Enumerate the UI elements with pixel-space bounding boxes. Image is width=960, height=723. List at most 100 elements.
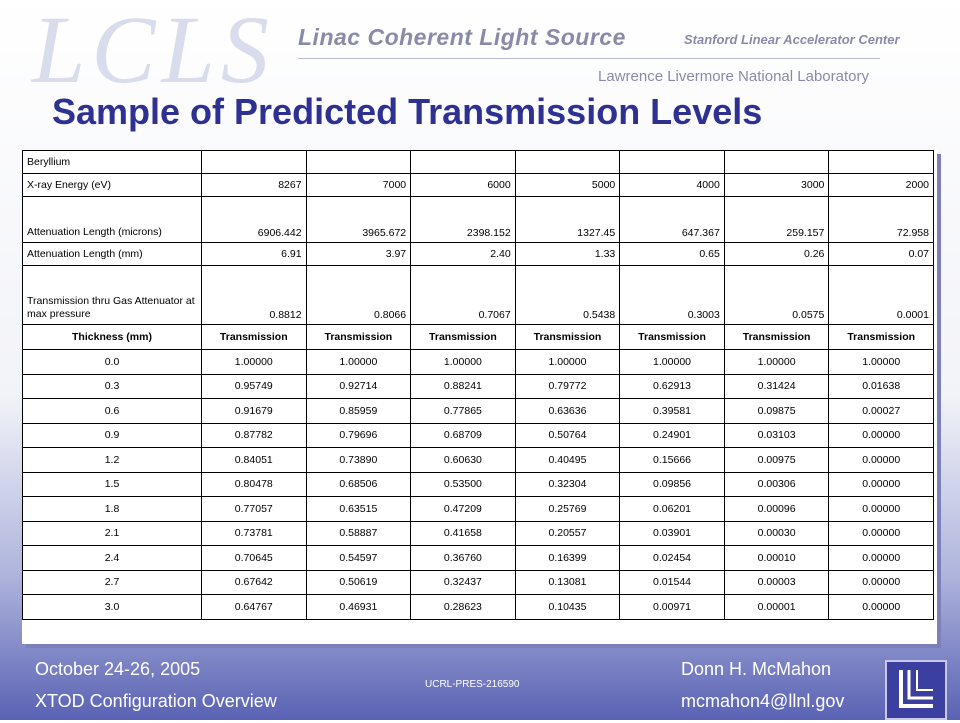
transmission-cell: 0.80478	[201, 471, 307, 497]
transmission-cell: 0.47209	[410, 496, 516, 522]
transmission-cell: 0.60630	[410, 447, 516, 473]
transmission-cell: 0.10435	[514, 594, 621, 620]
thickness-cell: 0.9	[22, 422, 202, 448]
transmission-cell: 0.00027	[828, 398, 934, 424]
transmission-cell: 0.77865	[410, 398, 516, 424]
transmission-cell: 0.46931	[305, 594, 412, 620]
transmission-header: Transmission	[305, 324, 412, 350]
transmission-header: Transmission	[619, 324, 725, 350]
transmission-cell: 0.95749	[201, 373, 307, 399]
transmission-header: Transmission	[723, 324, 830, 350]
thickness-header: Thickness (mm)	[22, 324, 202, 350]
slac-label: Stanford Linear Accelerator Center	[684, 32, 900, 47]
report-number: UCRL-PRES-216590	[425, 679, 520, 690]
transmission-cell: 0.70645	[201, 545, 307, 571]
header-divider	[298, 58, 880, 59]
gas-cell: 0.5438	[514, 265, 621, 325]
transmission-cell: 0.00010	[723, 545, 830, 571]
transmission-cell: 0.63636	[514, 398, 621, 424]
att-microns-cell: 259.157	[723, 196, 830, 243]
empty-cell	[514, 150, 621, 174]
slide-title: Sample of Predicted Transmission Levels	[52, 91, 763, 132]
transmission-cell: 0.01638	[828, 373, 934, 399]
transmission-cell: 0.25769	[514, 496, 621, 522]
table-row: 1.8 0.77057 0.63515 0.47209 0.25769 0.06201 0.…	[22, 496, 934, 522]
transmission-cell: 0.39581	[619, 398, 725, 424]
thickness-cell: 3.0	[22, 594, 202, 620]
thickness-cell: 2.4	[22, 545, 202, 571]
material-label: Beryllium	[22, 150, 202, 174]
empty-cell	[305, 150, 412, 174]
program-name: Linac Coherent Light Source	[298, 24, 626, 50]
table-row: 0.9 0.87782 0.79696 0.68709 0.50764 0.24901 0.…	[22, 422, 934, 448]
footer-event: XTOD Configuration Overview	[35, 691, 277, 711]
att-microns-cell: 3965.672	[305, 196, 412, 243]
gas-label: Transmission thru Gas Attenuator at max …	[22, 265, 202, 325]
transmission-cell: 0.41658	[410, 520, 516, 546]
transmission-table: Beryllium X-ray Energy (eV) 8267 7000 6000 50…	[22, 150, 934, 620]
thickness-cell: 0.3	[22, 373, 202, 399]
thickness-cell: 2.7	[22, 569, 202, 595]
transmission-cell: 0.73890	[305, 447, 412, 473]
att-mm-cell: 1.33	[514, 242, 621, 266]
energy-cell: 6000	[410, 173, 516, 197]
table-row: 1.5 0.80478 0.68506 0.53500 0.32304 0.09856 0.…	[22, 471, 934, 497]
transmission-cell: 1.00000	[201, 349, 307, 375]
thickness-cell: 0.6	[22, 398, 202, 424]
transmission-cell: 0.00001	[723, 594, 830, 620]
transmission-cell: 0.00000	[828, 569, 934, 595]
transmission-cell: 0.03103	[723, 422, 830, 448]
transmission-cell: 0.54597	[305, 545, 412, 571]
table-row: 0.0 1.00000 1.00000 1.00000 1.00000 1.00000 1.…	[22, 349, 934, 375]
transmission-cell: 1.00000	[410, 349, 516, 375]
table-header-row: Thickness (mm) Transmission Transmission Tr…	[22, 324, 934, 350]
energy-label: X-ray Energy (eV)	[22, 173, 202, 197]
transmission-cell: 0.00306	[723, 471, 830, 497]
transmission-cell: 0.13081	[514, 569, 621, 595]
transmission-cell: 0.09856	[619, 471, 725, 497]
att-mm-cell: 0.07	[828, 242, 934, 266]
transmission-cell: 1.00000	[514, 349, 621, 375]
transmission-cell: 0.64767	[201, 594, 307, 620]
transmission-cell: 0.67642	[201, 569, 307, 595]
transmission-cell: 0.63515	[305, 496, 412, 522]
transmission-cell: 0.32437	[410, 569, 516, 595]
table-row: Transmission thru Gas Attenuator at max …	[22, 265, 934, 325]
transmission-cell: 0.03901	[619, 520, 725, 546]
table-row: 1.2 0.84051 0.73890 0.60630 0.40495 0.15666 0.…	[22, 447, 934, 473]
energy-cell: 3000	[723, 173, 830, 197]
empty-cell	[619, 150, 725, 174]
transmission-cell: 0.92714	[305, 373, 412, 399]
transmission-cell: 0.09875	[723, 398, 830, 424]
transmission-header: Transmission	[201, 324, 307, 350]
transmission-cell: 0.58887	[305, 520, 412, 546]
table-row: 2.7 0.67642 0.50619 0.32437 0.13081 0.01544 0.…	[22, 569, 934, 595]
llnl-label: Lawrence Livermore National Laboratory	[598, 68, 869, 85]
empty-cell	[410, 150, 516, 174]
transmission-cell: 0.00003	[723, 569, 830, 595]
transmission-cell: 0.88241	[410, 373, 516, 399]
transmission-cell: 0.53500	[410, 471, 516, 497]
gas-cell: 0.0001	[828, 265, 934, 325]
footer-presenter: Donn H. McMahon	[681, 659, 832, 679]
table-row: Beryllium	[22, 150, 934, 174]
transmission-cell: 0.06201	[619, 496, 725, 522]
lcls-logo: LCLS	[32, 0, 275, 103]
transmission-header: Transmission	[828, 324, 934, 350]
transmission-cell: 0.00096	[723, 496, 830, 522]
transmission-cell: 0.00000	[828, 520, 934, 546]
transmission-cell: 0.79696	[305, 422, 412, 448]
att-microns-label: Attenuation Length (microns)	[22, 196, 202, 243]
transmission-cell: 0.77057	[201, 496, 307, 522]
transmission-cell: 0.50764	[514, 422, 621, 448]
transmission-cell: 0.00975	[723, 447, 830, 473]
att-microns-cell: 2398.152	[410, 196, 516, 243]
transmission-cell: 0.01544	[619, 569, 725, 595]
transmission-cell: 0.20557	[514, 520, 621, 546]
att-mm-cell: 0.65	[619, 242, 725, 266]
transmission-cell: 0.79772	[514, 373, 621, 399]
thickness-cell: 1.8	[22, 496, 202, 522]
transmission-cell: 0.00971	[619, 594, 725, 620]
energy-cell: 5000	[514, 173, 621, 197]
energy-cell: 2000	[828, 173, 934, 197]
